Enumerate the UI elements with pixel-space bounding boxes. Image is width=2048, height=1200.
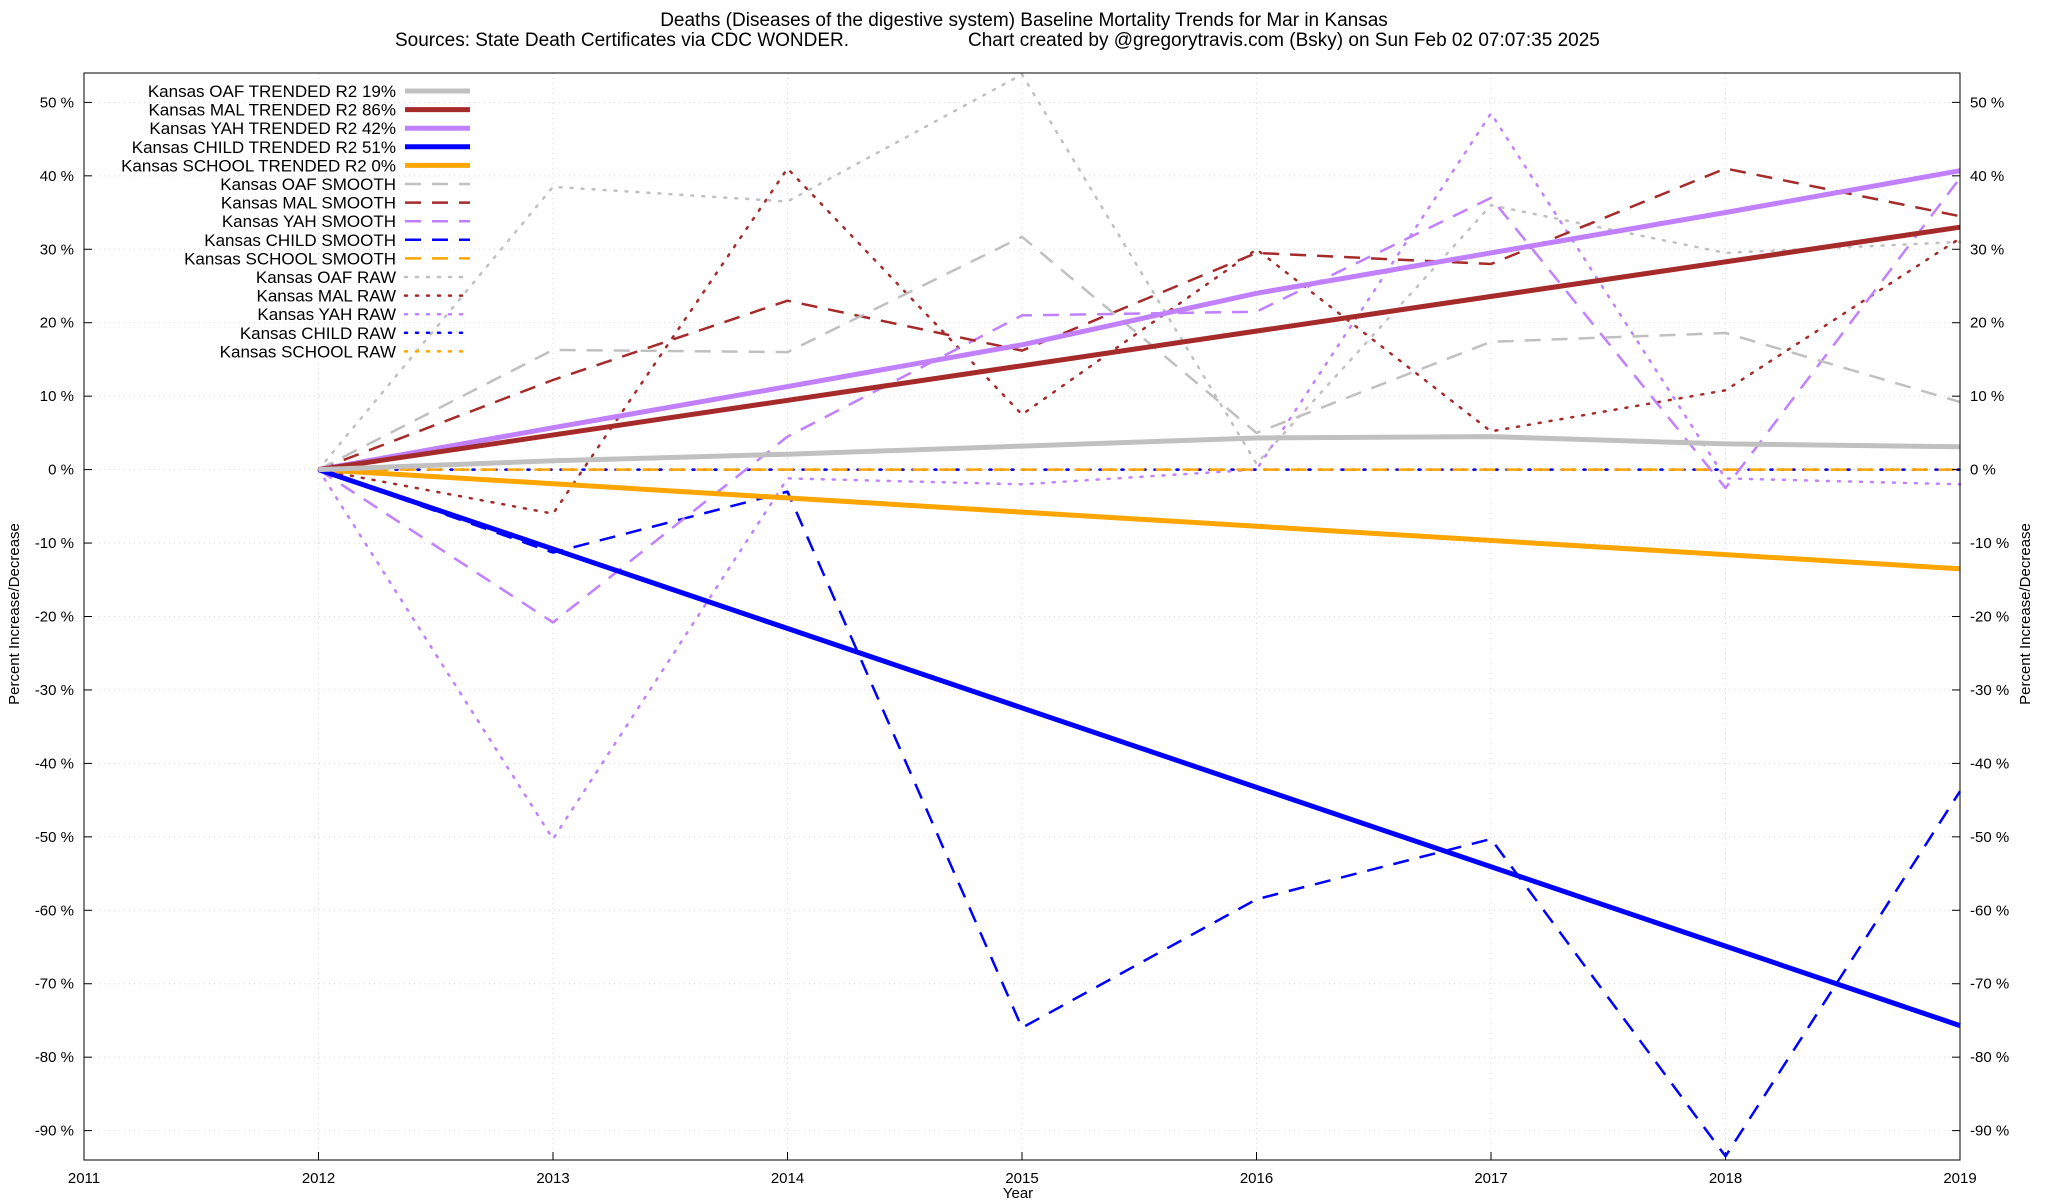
y-tick-label-right: -10 % <box>1970 535 2009 552</box>
y-tick-label-left: -20 % <box>35 609 74 626</box>
series-line-5 <box>318 467 1961 572</box>
legend-label: Kansas SCHOOL RAW <box>220 342 396 361</box>
y-tick-label-left: 0 % <box>48 462 74 479</box>
y-tick-label-left: -30 % <box>35 682 74 699</box>
x-axis-ticks: 2011 2012 2013 2014 2015 2016 2017 2018 2019 <box>68 1152 1977 1187</box>
x-axis-label: Year <box>1003 1185 1033 1200</box>
series-line-7 <box>318 167 1961 471</box>
y-axis-label-left: Percent Increase/Decrease <box>6 523 23 705</box>
series-line-9 <box>318 468 1962 1158</box>
legend-label: Kansas CHILD RAW <box>240 324 396 343</box>
y-tick-label-left: 10 % <box>40 388 74 405</box>
y-tick-label-left: -90 % <box>35 1123 74 1140</box>
series-group <box>317 73 1962 1158</box>
y-tick-label-right: -40 % <box>1970 755 2009 772</box>
legend-label: Kansas YAH RAW <box>257 305 396 324</box>
series-line-6 <box>317 235 1961 471</box>
legend-label: Kansas YAH TRENDED R2 42% <box>149 119 396 138</box>
y-tick-label-right: -70 % <box>1970 976 2009 993</box>
y-tick-label-right: -80 % <box>1970 1049 2009 1066</box>
y-tick-label-right: 20 % <box>1970 315 2004 332</box>
x-tick-label: 2019 <box>1943 1170 1976 1187</box>
y-axis-label-right: Percent Increase/Decrease <box>2017 523 2034 705</box>
legend-label: Kansas OAF RAW <box>256 268 396 287</box>
y-tick-label-left: -70 % <box>35 976 74 993</box>
y-tick-label-right: -90 % <box>1970 1123 2009 1140</box>
legend-label: Kansas OAF SMOOTH <box>220 175 396 194</box>
y-tick-label-left: -10 % <box>35 535 74 552</box>
legend: Kansas OAF TRENDED R2 19%Kansas MAL TREN… <box>121 82 472 361</box>
y-tick-label-left: 40 % <box>40 168 74 185</box>
y-tick-label-left: 30 % <box>40 241 74 258</box>
chart-subtitle-credit: Chart created by @gregorytravis.com (Bsk… <box>968 30 1600 51</box>
legend-label: Kansas MAL SMOOTH <box>221 194 396 213</box>
series-line-12 <box>317 167 1962 515</box>
chart-title: Deaths (Diseases of the digestive system… <box>660 10 1388 31</box>
x-tick-label: 2014 <box>771 1170 804 1187</box>
x-tick-label: 2017 <box>1474 1170 1507 1187</box>
y-tick-label-right: 0 % <box>1970 462 1996 479</box>
y-tick-label-right: -50 % <box>1970 829 2009 846</box>
x-tick-label: 2018 <box>1709 1170 1742 1187</box>
x-tick-label: 2015 <box>1005 1170 1038 1187</box>
y-tick-label-left: -40 % <box>35 755 74 772</box>
x-tick-label: 2011 <box>68 1170 100 1187</box>
legend-label: Kansas OAF TRENDED R2 19% <box>148 82 396 101</box>
legend-label: Kansas SCHOOL TRENDED R2 0% <box>121 156 396 175</box>
y-tick-label-left: 20 % <box>40 315 74 332</box>
y-axis-ticks: 50 % 50 % 40 % 40 % 30 % 30 % 20 % 20 % 10 % 10 %… <box>35 94 2009 1139</box>
y-tick-label-left: -60 % <box>35 902 74 919</box>
series-line-4 <box>317 467 1961 1028</box>
y-tick-label-left: 50 % <box>40 94 74 111</box>
chart-subtitle-source: Sources: State Death Certificates via CD… <box>395 30 849 51</box>
series-line-3 <box>318 168 1961 473</box>
x-tick-label: 2013 <box>536 1170 569 1187</box>
series-line-1 <box>318 434 1961 473</box>
x-tick-label: 2016 <box>1240 1170 1273 1187</box>
y-tick-label-left: -50 % <box>35 829 74 846</box>
legend-label: Kansas CHILD TRENDED R2 51% <box>132 138 396 157</box>
legend-label: Kansas MAL RAW <box>256 287 396 306</box>
y-tick-label-right: 30 % <box>1970 241 2004 258</box>
series-line-11 <box>317 73 1962 471</box>
legend-label: Kansas YAH SMOOTH <box>222 212 396 231</box>
y-tick-label-right: -30 % <box>1970 682 2009 699</box>
series-line-2 <box>318 224 1961 473</box>
y-tick-label-right: 50 % <box>1970 94 2004 111</box>
legend-label: Kansas MAL TRENDED R2 86% <box>148 101 396 120</box>
y-tick-label-right: -20 % <box>1970 609 2009 626</box>
x-tick-label: 2012 <box>302 1170 335 1187</box>
y-tick-label-right: 40 % <box>1970 168 2004 185</box>
y-tick-label-right: -60 % <box>1970 902 2009 919</box>
legend-label: Kansas SCHOOL SMOOTH <box>184 249 396 268</box>
legend-label: Kansas CHILD SMOOTH <box>204 231 396 250</box>
y-tick-label-right: 10 % <box>1970 388 2004 405</box>
series-line-13 <box>317 112 1962 841</box>
y-tick-label-left: -80 % <box>35 1049 74 1066</box>
series-line-8 <box>317 177 1961 624</box>
